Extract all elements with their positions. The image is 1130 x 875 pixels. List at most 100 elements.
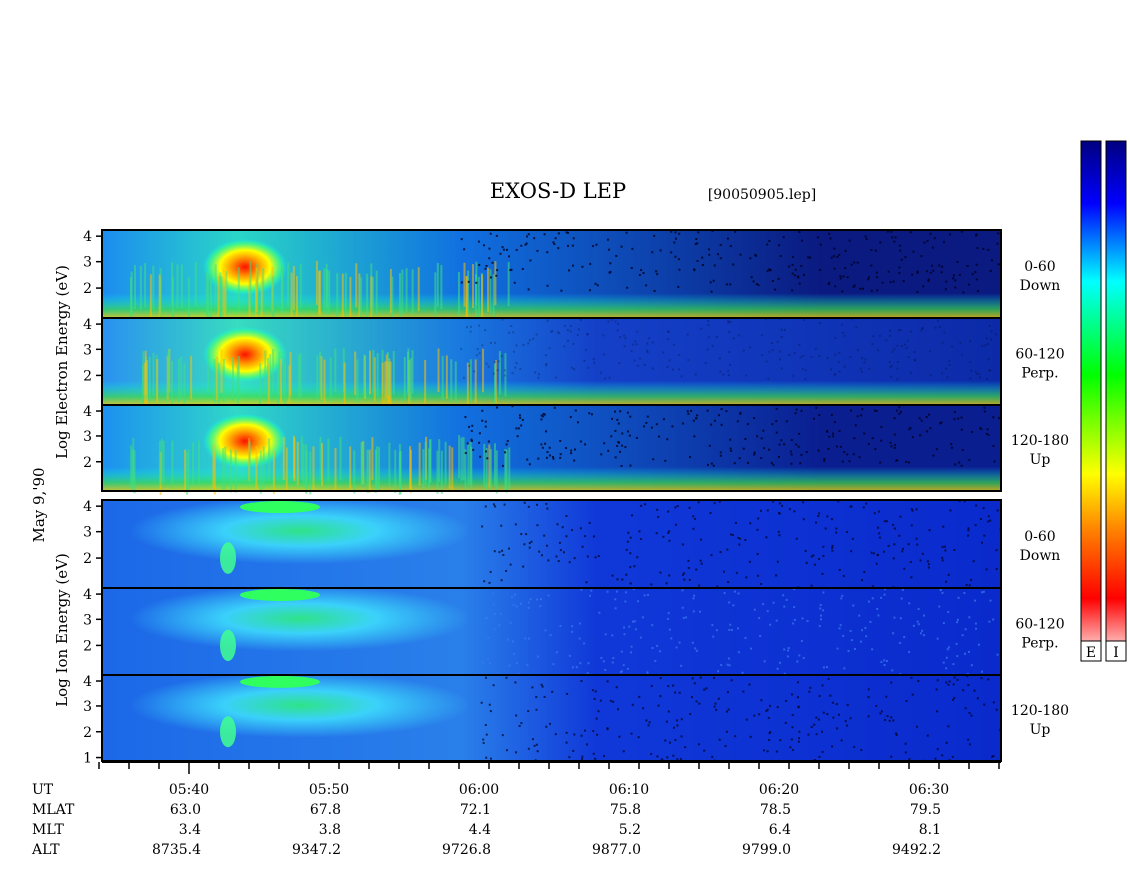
panel-e-up-speckle bbox=[619, 450, 622, 453]
panel-e-perp-streak bbox=[156, 359, 159, 403]
panel-e-perp-speckle bbox=[767, 377, 770, 380]
panel-e-perp-speckle bbox=[646, 351, 649, 354]
panel-e-perp-speckle bbox=[646, 342, 649, 345]
panel-e-perp-speckle bbox=[838, 370, 841, 373]
panel-i-up-speckle bbox=[968, 711, 971, 714]
panel-e-up-speckle bbox=[863, 432, 866, 435]
panel-e-up-speckle bbox=[832, 435, 835, 438]
panel-e-down-speckle bbox=[502, 248, 505, 251]
panel-i-up-speckle bbox=[618, 735, 621, 738]
panel-i-down-speckle bbox=[729, 533, 732, 536]
panel-e-down-speckle bbox=[938, 264, 941, 267]
panel-e-perp-speckle bbox=[771, 341, 774, 344]
panel-i-up-speckle bbox=[540, 683, 543, 686]
panel-e-down-speckle bbox=[844, 249, 847, 252]
panel-i-down-speckle bbox=[818, 558, 821, 561]
panel-e-up-speckle bbox=[789, 450, 792, 453]
panel-e-up-speckle bbox=[939, 422, 942, 425]
panel-e-down-streak bbox=[224, 273, 227, 318]
panel-e-down-speckle bbox=[890, 230, 893, 233]
panel-i-perp-speckle bbox=[737, 627, 740, 630]
panel-e-perp-speckle bbox=[978, 376, 981, 379]
panel-e-perp-streak bbox=[272, 348, 275, 393]
panel-e-perp-speckle bbox=[987, 358, 990, 361]
panel-i-down-speckle bbox=[735, 571, 738, 574]
panel-i-down-speckle bbox=[953, 549, 956, 552]
panel-e-up-speckle bbox=[958, 461, 961, 464]
panel-i-perp-speckle bbox=[868, 600, 871, 603]
panel-i-up-speckle bbox=[617, 708, 620, 711]
panel-e-down-speckle bbox=[766, 269, 769, 272]
panel-e-down-speckle bbox=[816, 236, 819, 239]
panel-e-up-streak bbox=[212, 444, 215, 488]
panel-i-perp-speckle bbox=[793, 588, 796, 591]
panel-i-down-speckle bbox=[737, 536, 740, 539]
panel-i-perp-speckle bbox=[515, 661, 518, 664]
panel-e-up-speckle bbox=[839, 445, 842, 448]
panel-e-up-streak bbox=[229, 449, 232, 493]
panel-i-down-speckle bbox=[699, 538, 702, 541]
panel-i-up-speckle bbox=[592, 752, 595, 755]
panel-e-down-speckle bbox=[962, 291, 965, 294]
panel-e-perp-speckle bbox=[934, 326, 937, 329]
panel-e-up-streak bbox=[388, 442, 391, 486]
panel-i-up-speckle bbox=[711, 755, 714, 758]
panel-e-up-speckle bbox=[464, 416, 467, 419]
panel-e-perp-speckle bbox=[538, 373, 541, 376]
panel-e-perp-speckle bbox=[861, 357, 864, 360]
panel-e-down-speckle bbox=[819, 268, 822, 271]
panel-i-perp-speckle bbox=[598, 611, 601, 614]
panel-e-down-speckle bbox=[499, 252, 502, 255]
panel-i-up-speckle bbox=[715, 708, 718, 711]
panel-i-down-speckle bbox=[898, 534, 901, 537]
panel-e-perp-speckle bbox=[946, 376, 949, 379]
panel-e-perp-speckle bbox=[478, 324, 481, 327]
panel-e-down-speckle bbox=[495, 234, 498, 237]
panel-e-up-streak bbox=[371, 437, 374, 481]
panel-e-down-speckle bbox=[829, 237, 832, 240]
panel-e-up-speckle bbox=[736, 420, 739, 423]
panel-e-up-speckle bbox=[481, 409, 484, 412]
panel-i-perp-speckle bbox=[526, 664, 529, 667]
panel-i-down-speckle bbox=[528, 542, 531, 545]
panel-e-down-speckle bbox=[971, 273, 974, 276]
panel-i-perp-speckle bbox=[555, 651, 558, 654]
panel-i-down-speckle bbox=[692, 527, 695, 530]
panel-i-down-speckle bbox=[543, 534, 546, 537]
panel-e-down-speckle bbox=[879, 241, 882, 244]
panel-i-up-speckle bbox=[879, 712, 882, 715]
panel-e-up-speckle bbox=[520, 424, 523, 427]
panel-e-up-speckle bbox=[835, 445, 838, 448]
panel-i-up-speckle bbox=[945, 741, 948, 744]
panel-e-up-streak bbox=[162, 440, 165, 484]
panel-i-up-speckle bbox=[484, 724, 487, 727]
panel-e-down-speckle bbox=[695, 238, 698, 241]
electron-colorbar: E bbox=[1080, 140, 1102, 662]
panel-i-perp-speckle bbox=[783, 672, 786, 675]
panel-i-down-speckle bbox=[837, 500, 840, 503]
panel-i-up-speckle bbox=[725, 730, 728, 733]
panel-e-perp-speckle bbox=[512, 350, 515, 353]
panel-i-perp-speckle bbox=[753, 608, 756, 611]
panel-e-perp-speckle bbox=[673, 343, 676, 346]
panel-e-down-speckle bbox=[892, 280, 895, 283]
panel-i-up-speckle bbox=[797, 740, 800, 743]
panel-e-up-streak bbox=[505, 449, 508, 493]
panel-e-up-speckle bbox=[730, 449, 733, 452]
panel-e-down-speckle bbox=[484, 267, 487, 270]
panel-e-down-speckle bbox=[834, 285, 837, 288]
panel-i-perp-speckle bbox=[682, 616, 685, 619]
panel-i-down-speckle bbox=[503, 503, 506, 506]
panel-i-perp-speckle bbox=[883, 659, 886, 662]
panel-i-perp-speckle bbox=[656, 644, 659, 647]
panel-i-down-speckle bbox=[850, 550, 853, 553]
panel-e-up-speckle bbox=[747, 461, 750, 464]
panel-e-down-streak bbox=[217, 275, 220, 320]
panel-i-up-speckle bbox=[947, 683, 950, 686]
panel-e-up-speckle bbox=[553, 406, 556, 409]
panel-i-perp-speckle bbox=[680, 664, 683, 667]
panel-e-up-speckle bbox=[516, 435, 519, 438]
panel-e-down-speckle bbox=[626, 286, 629, 289]
panel-e-perp-speckle bbox=[896, 378, 899, 381]
panel-i-up-speckle bbox=[983, 703, 986, 706]
